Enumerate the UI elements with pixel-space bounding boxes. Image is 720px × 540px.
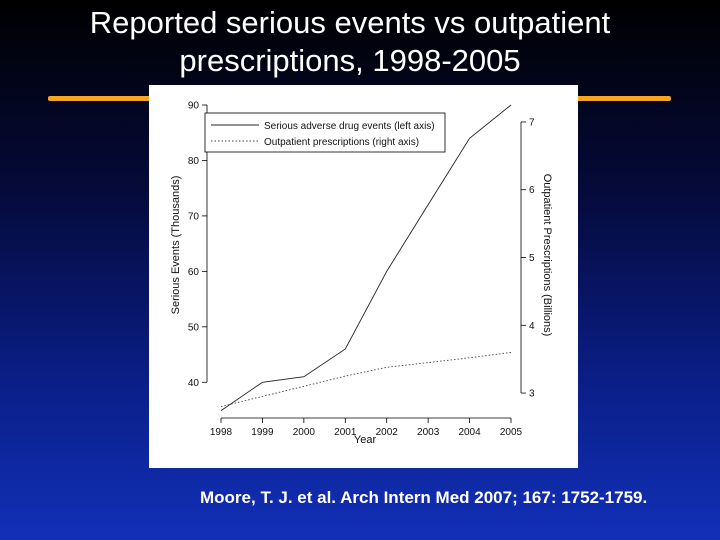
- series-lines: [220, 104, 512, 411]
- slide-title-line-1: Reported serious events vs outpatient: [89, 5, 611, 40]
- slide-title: Reported serious events vs outpatient pr…: [0, 4, 700, 80]
- series-line-adverse-events: [220, 104, 512, 411]
- y-tick-label-left: 60: [188, 267, 200, 278]
- x-tick-label: 2000: [293, 427, 316, 438]
- legend-box: [204, 112, 446, 153]
- x-tick-label: 2002: [376, 427, 399, 438]
- x-axis-label: Year: [354, 434, 377, 446]
- legend: Serious adverse drug events (left axis) …: [204, 112, 446, 153]
- slide-title-line-2: prescriptions, 1998-2005: [179, 43, 521, 78]
- legend-label-prescriptions: Outpatient prescriptions (right axis): [264, 137, 419, 148]
- y-axis-label-right: Outpatient Prescriptions (Billions): [541, 174, 553, 337]
- x-tick-label: 1998: [210, 427, 233, 438]
- citation: Moore, T. J. et al. Arch Intern Med 2007…: [200, 488, 648, 507]
- accent-rule-right: [572, 96, 671, 101]
- y-tick-label-left: 40: [188, 378, 200, 389]
- y-tick-label-right: 3: [529, 389, 535, 400]
- y-tick-label-left: 80: [188, 156, 200, 167]
- legend-label-adverse-events: Serious adverse drug events (left axis): [264, 121, 435, 132]
- x-tick-label: 2003: [417, 427, 440, 438]
- x-tick-label: 2004: [458, 427, 481, 438]
- y-tick-label-left: 50: [188, 322, 200, 333]
- x-tick-label: 2005: [500, 427, 523, 438]
- x-tick-label: 1999: [251, 427, 274, 438]
- y-tick-label-left: 70: [188, 211, 200, 222]
- accent-rule-left: [48, 96, 158, 101]
- y-axis-label-left: Serious Events (Thousands): [170, 176, 182, 315]
- line-chart: 40 50 60 70 80 90 3 4 5 6 7 1998 1999 2000 2001 2002 200…: [170, 101, 553, 447]
- x-tick-label: 2001: [334, 427, 357, 438]
- chart-panel: 40 50 60 70 80 90 3 4 5 6 7 1998 1999 2000 2001 2002 200…: [149, 85, 578, 468]
- axes: 40 50 60 70 80 90 3 4 5 6 7 1998 1999 2000 2001 2002 200…: [188, 101, 535, 439]
- y-tick-label-right: 4: [529, 321, 535, 332]
- series-line-prescriptions: [220, 351, 512, 408]
- y-tick-label-right: 6: [529, 185, 535, 196]
- y-tick-label-right: 7: [529, 117, 535, 128]
- y-tick-label-left: 90: [188, 101, 200, 112]
- y-tick-label-right: 5: [529, 253, 535, 264]
